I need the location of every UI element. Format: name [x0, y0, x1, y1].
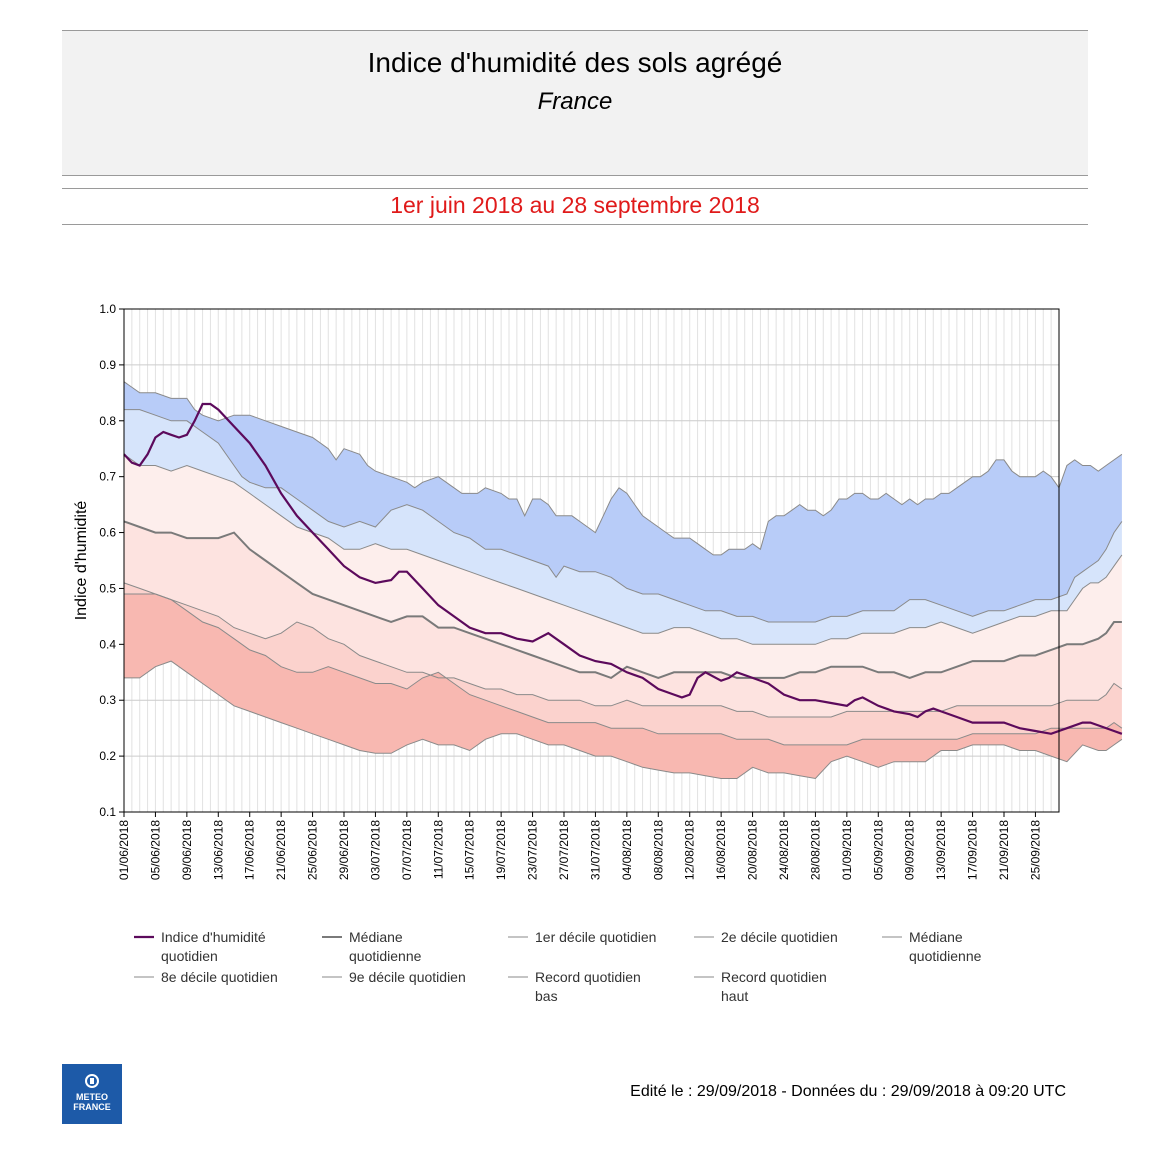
- divider: [62, 188, 1088, 189]
- x-tick-label: 17/06/2018: [243, 820, 257, 880]
- x-tick-label: 24/08/2018: [777, 820, 791, 880]
- legend-label: bas: [535, 988, 558, 1004]
- y-tick-label: 0.4: [99, 637, 116, 651]
- legend-label: Record quotidien: [721, 969, 827, 985]
- y-tick-label: 0.1: [99, 805, 116, 819]
- legend-label: quotidienne: [349, 948, 422, 964]
- y-tick-label: 0.3: [99, 693, 116, 707]
- x-tick-label: 21/06/2018: [274, 820, 288, 880]
- y-tick-label: 0.2: [99, 749, 116, 763]
- x-tick-label: 08/08/2018: [651, 820, 665, 880]
- legend-label: 8e décile quotidien: [161, 969, 278, 985]
- header-panel: Indice d'humidité des sols agrégé France: [62, 30, 1088, 176]
- band-lower-median: [124, 521, 1122, 717]
- x-tick-label: 07/07/2018: [400, 820, 414, 880]
- legend-label: haut: [721, 988, 748, 1004]
- band-upper-median: [124, 454, 1122, 678]
- x-tick-label: 19/07/2018: [494, 820, 508, 880]
- x-tick-label: 04/08/2018: [620, 820, 634, 880]
- x-tick-label: 23/07/2018: [526, 820, 540, 880]
- y-axis-label: Indice d'humidité: [73, 501, 90, 621]
- line-decile-1: [124, 593, 1123, 746]
- line-record-high: [123, 381, 1123, 556]
- y-tick-label: 0.5: [99, 581, 116, 595]
- line-median: [123, 520, 1122, 680]
- x-tick-label: 12/08/2018: [683, 820, 697, 880]
- line-soil-moisture-index: [123, 402, 1123, 735]
- chart-title: Indice d'humidité des sols agrégé: [367, 47, 783, 78]
- x-tick-label: 13/09/2018: [934, 820, 948, 880]
- x-tick-label: 17/09/2018: [966, 820, 980, 880]
- x-tick-label: 09/09/2018: [903, 820, 917, 880]
- x-tick-label: 20/08/2018: [746, 820, 760, 880]
- x-tick-label: 27/07/2018: [557, 820, 571, 880]
- x-tick-label: 01/06/2018: [117, 820, 131, 880]
- band-decile-9: [124, 409, 1122, 645]
- edit-info: Edité le : 29/09/2018 - Données du : 29/…: [630, 1083, 1066, 1100]
- y-tick-label: 1.0: [99, 302, 116, 316]
- logo-icon: [85, 1074, 99, 1088]
- x-tick-label: 16/08/2018: [714, 820, 728, 880]
- legend-label: Indice d'humidité: [161, 929, 266, 945]
- x-tick-label: 03/07/2018: [368, 820, 382, 880]
- x-tick-label: 11/07/2018: [431, 820, 445, 879]
- legend-label: 1er décile quotidien: [535, 929, 656, 945]
- legend-label: Médiane: [349, 929, 403, 945]
- x-tick-label: 31/07/2018: [588, 820, 602, 880]
- x-tick-label: 05/09/2018: [871, 820, 885, 880]
- line-decile-9: [124, 409, 1123, 623]
- band-decile-1: [124, 594, 1122, 779]
- y-tick-label: 0.9: [99, 358, 116, 372]
- legend-label: 9e décile quotidien: [349, 969, 466, 985]
- y-tick-label: 0.6: [99, 526, 116, 540]
- legend-label: quotidienne: [909, 948, 982, 964]
- legend-label: Record quotidien: [535, 969, 641, 985]
- legend-label: Médiane: [909, 929, 963, 945]
- x-tick-label: 25/09/2018: [1028, 820, 1042, 880]
- x-tick-label: 01/09/2018: [840, 820, 854, 880]
- x-tick-label: 21/09/2018: [997, 820, 1011, 880]
- x-tick-label: 13/06/2018: [211, 820, 225, 880]
- line-record-low: [124, 660, 1123, 780]
- legend-label: quotidien: [161, 948, 218, 964]
- chart-subtitle: France: [537, 88, 613, 115]
- x-tick-label: 29/06/2018: [337, 820, 351, 880]
- x-tick-label: 09/06/2018: [180, 820, 194, 880]
- period-label: 1er juin 2018 au 28 septembre 2018: [390, 192, 760, 218]
- x-tick-label: 25/06/2018: [306, 820, 320, 880]
- y-tick-label: 0.8: [99, 414, 116, 428]
- x-tick-label: 28/08/2018: [808, 820, 822, 880]
- divider: [62, 224, 1088, 225]
- legend-label: 2e décile quotidien: [721, 929, 838, 945]
- band-record-high: [124, 381, 1122, 622]
- line-decile-8: [123, 453, 1123, 645]
- y-tick-label: 0.7: [99, 470, 116, 484]
- x-tick-label: 15/07/2018: [463, 820, 477, 880]
- plot-frame: [123, 308, 1060, 813]
- line-decile-2: [123, 582, 1123, 718]
- meteo-france-logo: METEO FRANCE: [62, 1064, 122, 1124]
- x-tick-label: 05/06/2018: [148, 820, 162, 880]
